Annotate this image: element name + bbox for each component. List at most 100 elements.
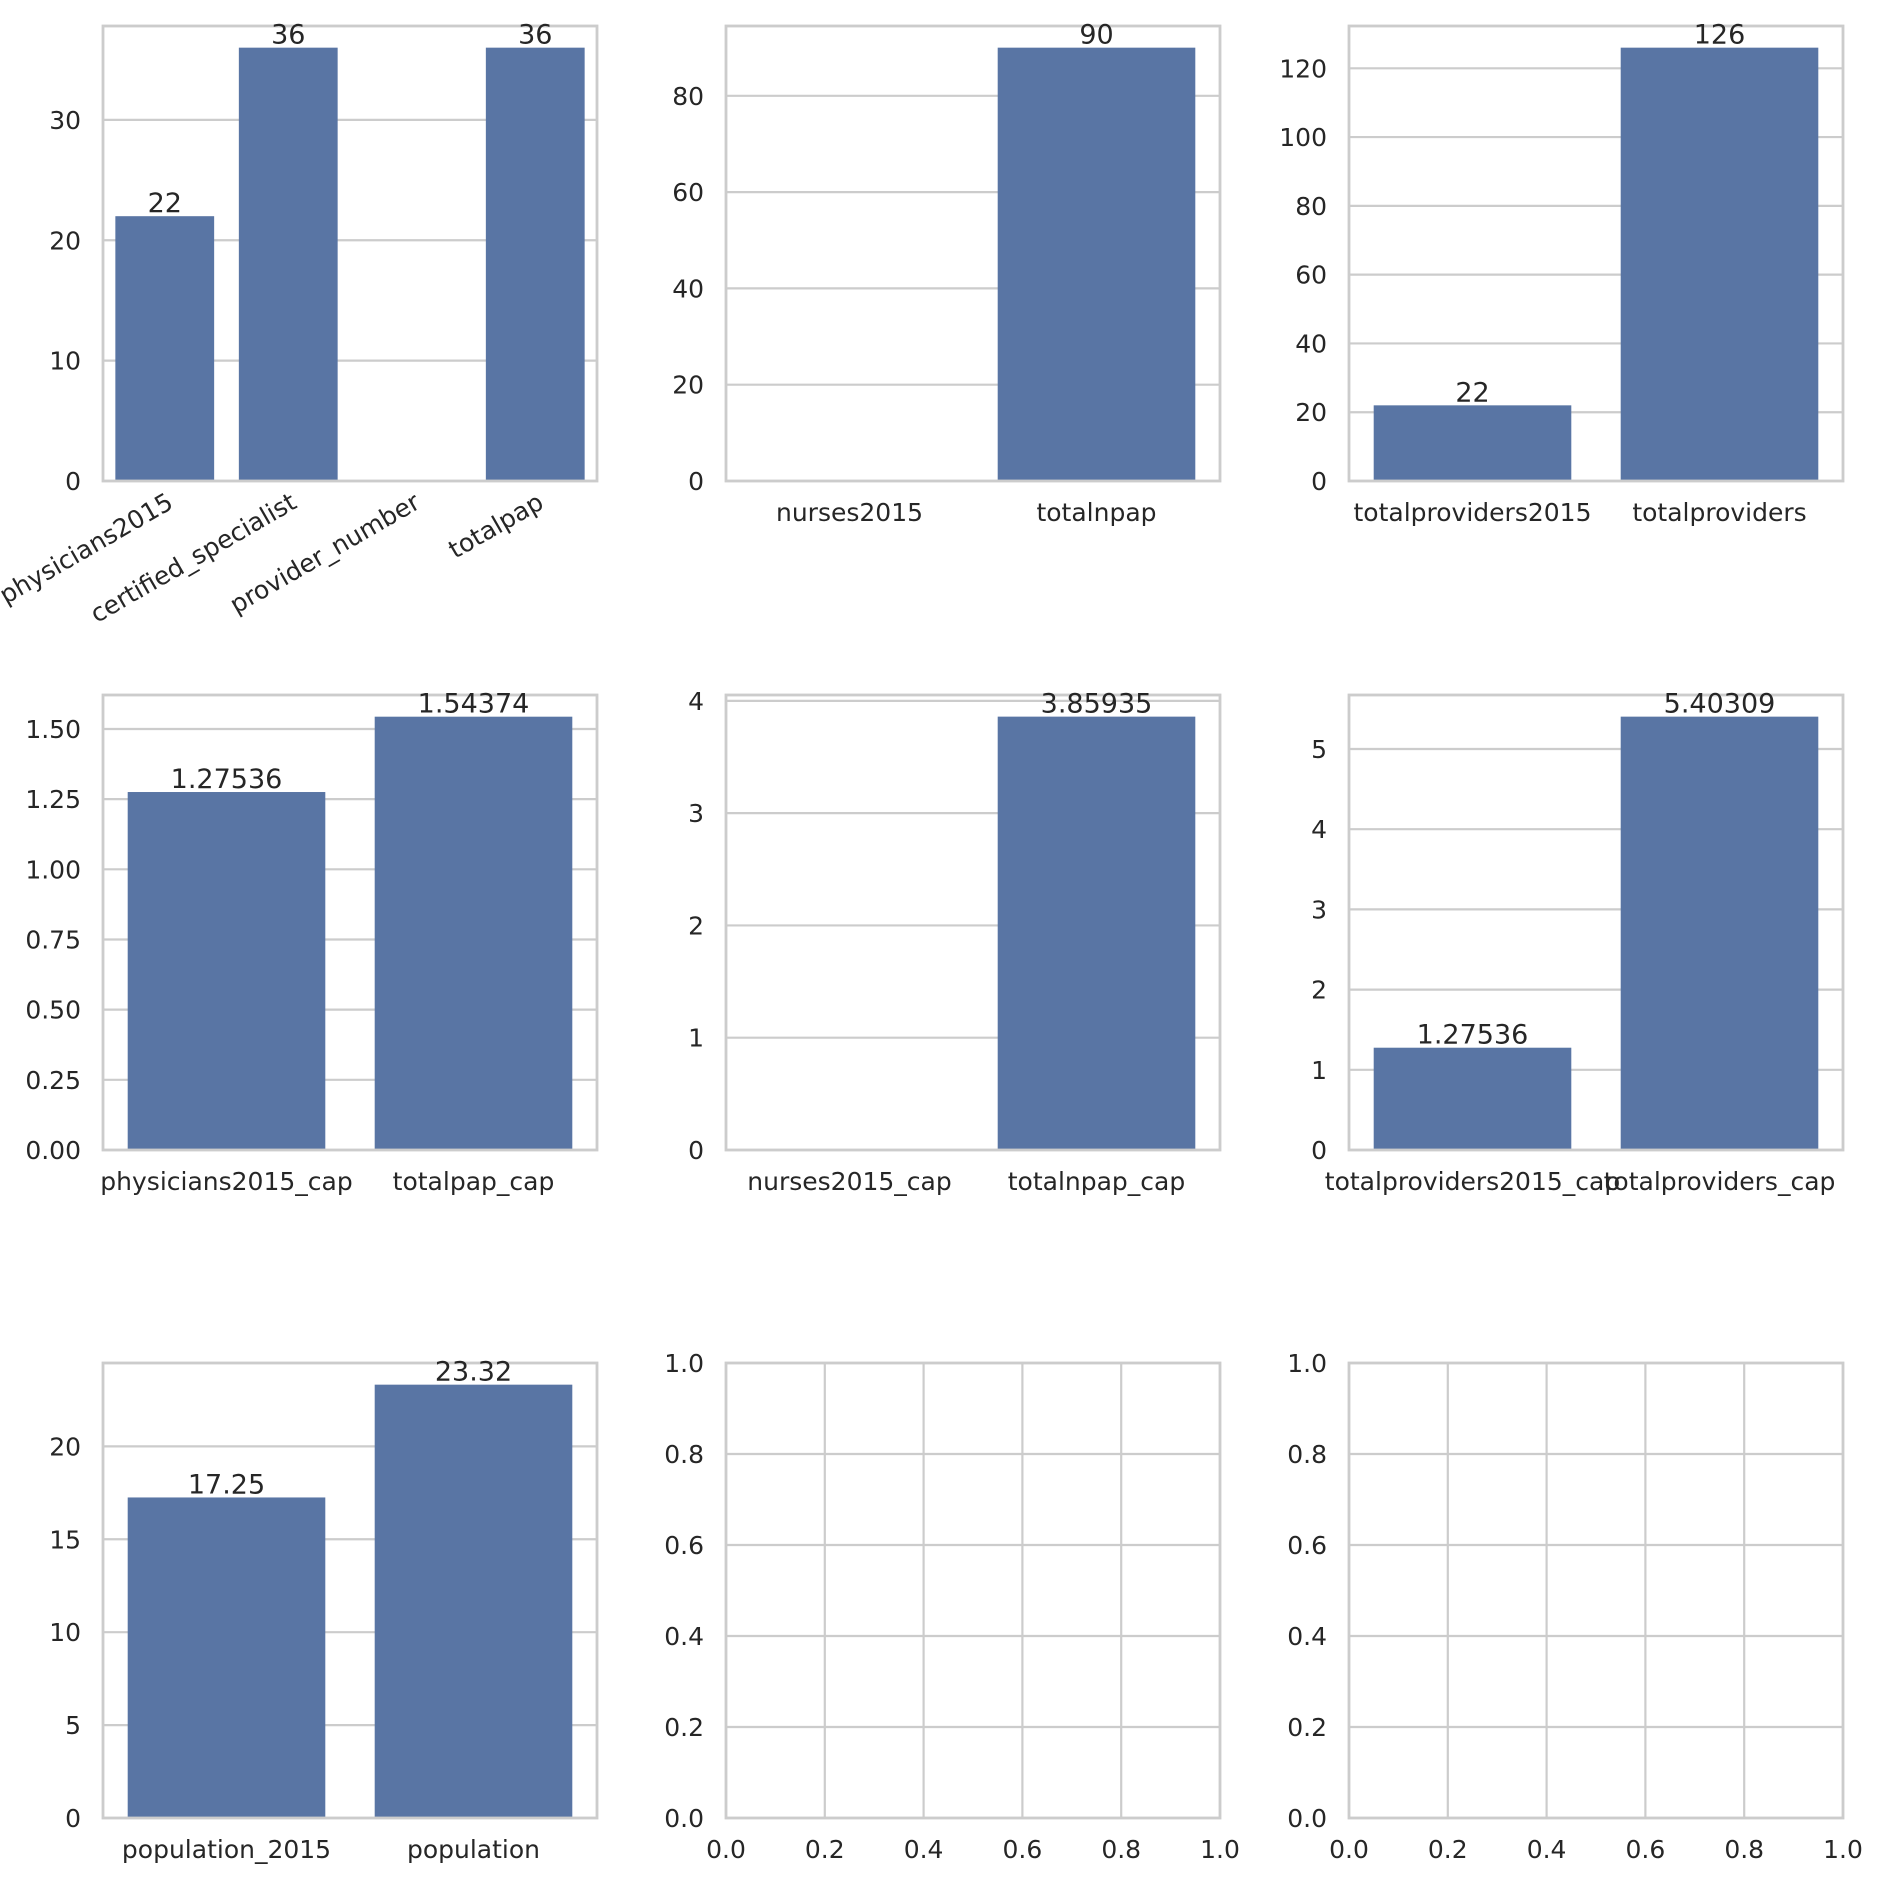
axes-frame — [1347, 693, 1845, 1152]
subplot-3: 22 126 0 20 40 60 80 100 120 totalproviders2015 to… — [1279, 20, 1845, 527]
x-tick-label: 1.0 — [1823, 1835, 1863, 1864]
subplot-5: 3.85935 0 1 2 3 4 nurses2015_cap totalnpap_cap — [688, 687, 1222, 1196]
y-tick-label: 0 — [65, 467, 81, 496]
subplot-8: 0.0 0.2 0.4 0.6 0.8 1.0 0.0 0.2 0.4 0.6 0.8 1.0 — [664, 1349, 1240, 1864]
y-tick-label: 0.0 — [664, 1804, 704, 1833]
y-tick-label: 1.50 — [25, 715, 81, 744]
y-tick-label: 15 — [49, 1525, 81, 1554]
x-tick-label: 0.0 — [1329, 1835, 1369, 1864]
x-tick-label: 0.6 — [1003, 1835, 1043, 1864]
bar-value-label: 23.32 — [435, 1357, 512, 1388]
y-tick-label: 0 — [1311, 467, 1327, 496]
subplot-9: 0.0 0.2 0.4 0.6 0.8 1.0 0.0 0.2 0.4 0.6 0.8 1.0 — [1287, 1349, 1863, 1864]
x-tick-label: 0.6 — [1626, 1835, 1666, 1864]
bar-totalnpap — [997, 47, 1196, 482]
y-tick-label: 0 — [688, 1136, 704, 1165]
y-tick-label: 120 — [1279, 54, 1327, 83]
y-tick-label: 0.0 — [1287, 1804, 1327, 1833]
y-tick-label: 0.4 — [1287, 1622, 1327, 1651]
y-tick-label: 4 — [688, 687, 704, 716]
x-tick-label: certified_specialist — [85, 487, 301, 629]
bar-value-label: 1.27536 — [1417, 1020, 1529, 1051]
x-tick-label: 0.8 — [1101, 1835, 1141, 1864]
axes-frame — [101, 24, 599, 483]
axes-frame — [1347, 24, 1845, 483]
x-tick-label: totalproviders — [1632, 498, 1806, 527]
y-tick-label: 0.4 — [664, 1622, 704, 1651]
x-tick-label: nurses2015_cap — [747, 1167, 951, 1196]
x-tick-label: 0.2 — [805, 1835, 845, 1864]
bar-totalproviders2015 — [1373, 405, 1572, 481]
y-tick-label: 0.00 — [25, 1136, 81, 1165]
bar-totalproviders2015_cap — [1373, 1047, 1572, 1150]
y-tick-label: 0.2 — [664, 1713, 704, 1742]
axes-frame — [101, 693, 599, 1152]
bar-value-label: 3.85935 — [1041, 689, 1153, 720]
y-tick-label: 20 — [1295, 398, 1327, 427]
bar-value-label: 36 — [271, 20, 305, 51]
bar-physicians2015_cap — [127, 792, 326, 1150]
x-tick-label: 0.4 — [1527, 1835, 1567, 1864]
y-tick-label: 1.25 — [25, 785, 81, 814]
y-tick-label: 3 — [688, 799, 704, 828]
y-tick-label: 5 — [1311, 735, 1327, 764]
subplot-7: 17.25 23.32 0 5 10 15 20 population_2015 populat… — [49, 1357, 599, 1864]
y-tick-label: 0 — [65, 1804, 81, 1833]
bar-certified_specialist — [238, 47, 338, 482]
y-tick-label: 1 — [688, 1024, 704, 1053]
y-tick-label: 0.6 — [664, 1531, 704, 1560]
y-tick-label: 20 — [672, 371, 704, 400]
y-tick-label: 30 — [49, 106, 81, 135]
y-tick-label: 0 — [688, 467, 704, 496]
x-tick-label: totalpap_cap — [393, 1167, 555, 1196]
bar-totalnpap_cap — [997, 716, 1196, 1150]
x-tick-label: totalproviders_cap — [1604, 1167, 1836, 1196]
x-tick-label: nurses2015 — [776, 498, 923, 527]
y-tick-label: 5 — [65, 1711, 81, 1740]
bar-population — [374, 1384, 573, 1818]
y-tick-label: 0.6 — [1287, 1531, 1327, 1560]
x-tick-label: population_2015 — [122, 1835, 331, 1864]
y-tick-label: 0.2 — [1287, 1713, 1327, 1742]
y-tick-label: 10 — [49, 1618, 81, 1647]
x-tick-label: totalpap — [443, 487, 548, 564]
y-tick-label: 60 — [672, 178, 704, 207]
y-tick-label: 20 — [49, 1432, 81, 1461]
y-tick-label: 40 — [1295, 329, 1327, 358]
bar-value-label: 126 — [1694, 20, 1746, 51]
y-tick-label: 80 — [672, 82, 704, 111]
axes-frame — [101, 1361, 599, 1820]
bar-value-label: 90 — [1079, 20, 1113, 51]
x-tick-label: 1.0 — [1200, 1835, 1240, 1864]
y-tick-label: 1 — [1311, 1056, 1327, 1085]
bar-value-label: 1.54374 — [418, 689, 530, 720]
bar-totalpap_cap — [374, 716, 573, 1150]
x-tick-label: totalnpap — [1036, 498, 1156, 527]
y-tick-label: 0.25 — [25, 1066, 81, 1095]
axes-frame — [724, 1361, 1222, 1820]
x-tick-label: 0.4 — [904, 1835, 944, 1864]
x-tick-label: 0.0 — [706, 1835, 746, 1864]
axes-frame — [724, 693, 1222, 1152]
x-tick-label: population — [407, 1835, 540, 1864]
x-tick-label: 0.8 — [1724, 1835, 1764, 1864]
y-tick-label: 0.8 — [1287, 1440, 1327, 1469]
y-tick-label: 0.8 — [664, 1440, 704, 1469]
x-tick-label: 0.2 — [1428, 1835, 1468, 1864]
axes-frame — [724, 24, 1222, 483]
y-tick-label: 4 — [1311, 815, 1327, 844]
y-tick-label: 0 — [1311, 1136, 1327, 1165]
bar-value-label: 22 — [148, 188, 182, 219]
y-tick-label: 40 — [672, 274, 704, 303]
bar-value-label: 22 — [1455, 377, 1489, 408]
bar-physicians2015 — [115, 216, 215, 481]
y-tick-label: 2 — [688, 911, 704, 940]
y-tick-label: 1.0 — [664, 1349, 704, 1378]
y-tick-label: 20 — [49, 226, 81, 255]
y-tick-label: 2 — [1311, 976, 1327, 1005]
x-tick-label: totalproviders2015_cap — [1325, 1167, 1620, 1196]
y-tick-label: 1.00 — [25, 855, 81, 884]
subplot-4: 1.27536 1.54374 0.00 0.25 0.50 0.75 1.00 1.25 1.… — [25, 689, 599, 1196]
subplot-2: 90 0 20 40 60 80 nurses2015 totalnpap — [672, 20, 1222, 527]
